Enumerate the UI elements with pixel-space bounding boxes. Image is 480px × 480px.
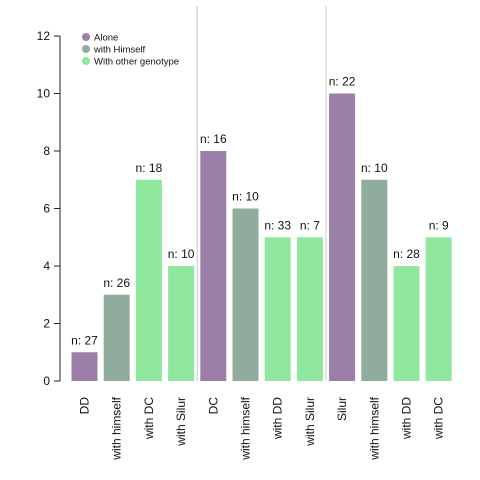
category-label: DC (206, 397, 220, 415)
bar-3 (135, 179, 162, 381)
legend-label: with Himself (93, 45, 146, 56)
group-separators (196, 6, 327, 381)
y-tick-label: 0 (43, 374, 50, 388)
legend-marker (82, 57, 90, 65)
bar-count-label: n: 18 (136, 161, 163, 175)
bar-count-label: n: 10 (361, 161, 388, 175)
bar-count-label: n: 22 (329, 75, 356, 89)
bar-count-label: n: 33 (264, 218, 291, 232)
y-tick-label: 8 (43, 144, 50, 158)
bar-count-label: n: 7 (300, 218, 320, 232)
category-label: with himself (239, 396, 253, 460)
category-label: with DD (400, 397, 414, 440)
category-label: with himself (110, 396, 124, 460)
legend-label: With other genotype (94, 57, 179, 68)
category-label: with Silur (174, 397, 188, 447)
bar-2 (103, 294, 130, 381)
bar-10 (361, 179, 388, 381)
category-label: with himself (367, 396, 381, 460)
bar-12 (425, 237, 452, 381)
bar-count-label: n: 10 (168, 247, 195, 261)
bars: n: 27 n: 26 n: 18 n: 10 n: 16 n: 10 n: 33 n: 7 n… (71, 75, 452, 381)
bar-count-label: n: 26 (103, 276, 130, 290)
legend-marker (82, 33, 90, 41)
category-label: with DD (271, 397, 285, 440)
bar-4 (168, 266, 195, 381)
category-label: Silur (335, 397, 349, 421)
bar-9 (329, 93, 356, 381)
y-tick-label: 10 (37, 87, 51, 101)
category-label: with DC (432, 397, 446, 440)
bar-6 (232, 208, 259, 381)
bar-1 (71, 352, 98, 381)
y-axis: 0 2 4 6 8 10 12 (37, 29, 61, 388)
category-label: with Silur (303, 397, 317, 447)
bar-count-label: n: 9 (429, 218, 449, 232)
y-tick-label: 4 (43, 259, 50, 273)
bar-count-label: n: 28 (393, 247, 420, 261)
legend-label: Alone (94, 33, 118, 44)
bar-count-label: n: 10 (232, 190, 259, 204)
bar-7 (264, 237, 291, 381)
category-label: with DC (142, 397, 156, 440)
bar-8 (296, 237, 323, 381)
y-tick-label: 12 (37, 29, 51, 43)
category-labels: DD with himself with DC with Silur DC with hi… (78, 396, 446, 460)
y-tick-label: 6 (43, 202, 50, 216)
category-label: DD (78, 397, 92, 415)
bar-count-label: n: 27 (71, 333, 98, 347)
bar-11 (393, 266, 420, 381)
y-tick-label: 2 (43, 317, 50, 331)
legend-marker (82, 45, 90, 53)
bar-5 (200, 151, 227, 381)
bar-count-label: n: 16 (200, 132, 227, 146)
